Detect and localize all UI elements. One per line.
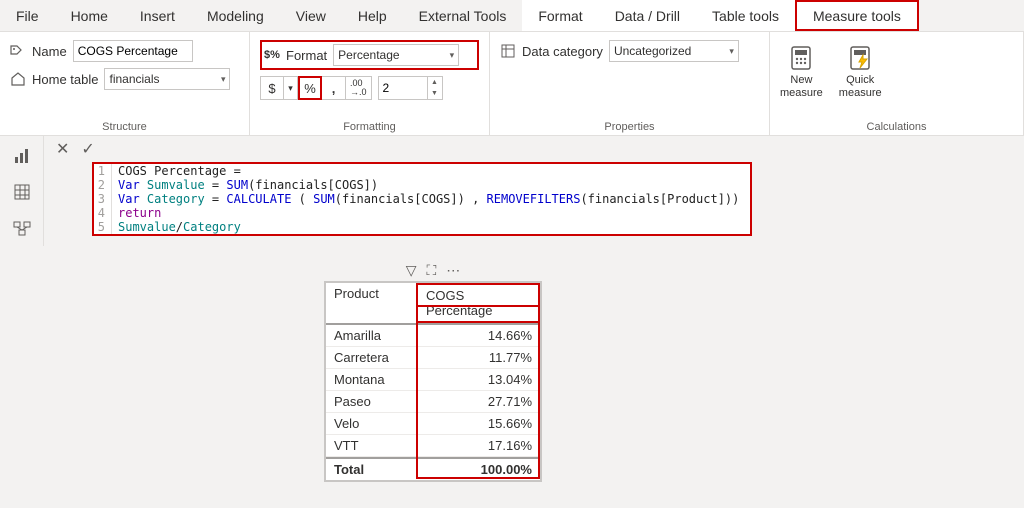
view-switcher xyxy=(0,136,44,246)
data-category-select[interactable]: Uncategorized xyxy=(609,40,739,62)
column-header-cogs-pct[interactable]: COGS Percentage xyxy=(416,283,540,323)
tab-file[interactable]: File xyxy=(0,0,55,31)
cell-pct: 17.16% xyxy=(416,435,540,456)
cell-pct: 11.77% xyxy=(416,347,540,368)
visual-toolbar: ▽ ⛶ ⋯ xyxy=(324,262,542,279)
group-label-properties: Properties xyxy=(500,117,759,133)
table-header-row: Product COGS Percentage xyxy=(326,283,540,325)
group-properties: Data category Uncategorized Properties xyxy=(490,32,770,135)
editor-area: ✕ ✓ 1COGS Percentage = 2Var Sumvalue = S… xyxy=(0,136,1024,246)
table-row: Montana13.04% xyxy=(326,369,540,391)
focus-mode-icon[interactable]: ⛶ xyxy=(426,262,436,279)
decimals-spinner[interactable]: ▲▼ xyxy=(378,76,443,100)
currency-button[interactable]: $ xyxy=(260,76,284,100)
table-row: Carretera11.77% xyxy=(326,347,540,369)
name-input[interactable] xyxy=(73,40,193,62)
tab-table-tools[interactable]: Table tools xyxy=(696,0,795,31)
name-label: Name xyxy=(32,44,67,59)
tab-insert[interactable]: Insert xyxy=(124,0,191,31)
tab-home[interactable]: Home xyxy=(55,0,124,31)
currency-dropdown[interactable]: ▾ xyxy=(284,76,298,100)
data-view-button[interactable] xyxy=(10,180,34,204)
tab-view[interactable]: View xyxy=(280,0,342,31)
home-table-select[interactable]: financials xyxy=(104,68,230,90)
cell-pct: 13.04% xyxy=(416,369,540,390)
line-number: 3 xyxy=(94,192,112,206)
cell-pct: 15.66% xyxy=(416,413,540,434)
tab-external-tools[interactable]: External Tools xyxy=(403,0,523,31)
report-view-button[interactable] xyxy=(10,144,34,168)
group-label-structure: Structure xyxy=(10,117,239,133)
table-row: Amarilla14.66% xyxy=(326,325,540,347)
formula-editor[interactable]: 1COGS Percentage = 2Var Sumvalue = SUM(f… xyxy=(92,162,752,236)
cell-product: Carretera xyxy=(326,347,416,368)
formula-commit-button[interactable]: ✓ xyxy=(81,139,94,159)
cell-pct: 14.66% xyxy=(416,325,540,346)
formula-zone: ✕ ✓ 1COGS Percentage = 2Var Sumvalue = S… xyxy=(44,136,1024,246)
format-label: Format xyxy=(286,48,327,63)
decimals-icon: .00→.0 xyxy=(346,76,372,100)
quick-measure-label: Quick measure xyxy=(839,74,882,100)
name-icon xyxy=(10,43,26,59)
line-number: 4 xyxy=(94,206,112,220)
line-number: 5 xyxy=(94,220,112,234)
line-number: 2 xyxy=(94,178,112,192)
quick-measure-button[interactable]: Quick measure xyxy=(839,44,882,100)
table-row: Paseo27.71% xyxy=(326,391,540,413)
table-visual-container: ▽ ⛶ ⋯ Product COGS Percentage Amarilla14… xyxy=(324,262,542,482)
data-category-label: Data category xyxy=(522,44,603,59)
cell-product: Amarilla xyxy=(326,325,416,346)
tab-help[interactable]: Help xyxy=(342,0,403,31)
table-row: VTT17.16% xyxy=(326,435,540,457)
more-options-icon[interactable]: ⋯ xyxy=(446,262,460,279)
cell-product: VTT xyxy=(326,435,416,456)
group-calculations: New measure Quick measure Calculations xyxy=(770,32,1024,135)
cell-product: Velo xyxy=(326,413,416,434)
format-select[interactable]: Percentage xyxy=(333,44,459,66)
cell-pct: 27.71% xyxy=(416,391,540,412)
tab-measure-tools[interactable]: Measure tools xyxy=(795,0,919,31)
cell-product: Paseo xyxy=(326,391,416,412)
cell-total-label: Total xyxy=(326,459,416,480)
ribbon-body: Name Home table financials Structure $% … xyxy=(0,32,1024,136)
group-structure: Name Home table financials Structure xyxy=(0,32,250,135)
table-row: Velo15.66% xyxy=(326,413,540,435)
home-table-label: Home table xyxy=(32,72,98,87)
table-total-row: Total100.00% xyxy=(326,457,540,480)
tab-format[interactable]: Format xyxy=(522,0,598,31)
cell-total-value: 100.00% xyxy=(416,459,540,480)
tab-modeling[interactable]: Modeling xyxy=(191,0,280,31)
percent-button[interactable]: % xyxy=(298,76,322,100)
quick-measure-icon xyxy=(846,44,874,72)
filter-icon[interactable]: ▽ xyxy=(406,262,417,279)
new-measure-label: New measure xyxy=(780,74,823,100)
cell-product: Montana xyxy=(326,369,416,390)
home-table-icon xyxy=(10,71,26,87)
group-label-formatting: Formatting xyxy=(260,117,479,133)
tab-data-drill[interactable]: Data / Drill xyxy=(599,0,696,31)
new-measure-button[interactable]: New measure xyxy=(780,44,823,100)
column-header-product[interactable]: Product xyxy=(326,283,416,323)
calculator-icon xyxy=(787,44,815,72)
ribbon-tabs: File Home Insert Modeling View Help Exte… xyxy=(0,0,1024,32)
thousands-button[interactable]: , xyxy=(322,76,346,100)
data-category-icon xyxy=(500,43,516,59)
formula-cancel-button[interactable]: ✕ xyxy=(56,139,69,159)
group-label-calculations: Calculations xyxy=(780,117,1013,133)
format-icon: $% xyxy=(264,47,280,63)
table-visual[interactable]: Product COGS Percentage Amarilla14.66% C… xyxy=(324,281,542,482)
decimals-input[interactable] xyxy=(378,76,428,100)
line-number: 1 xyxy=(94,164,112,178)
group-formatting: $% Format Percentage $ ▾ % , .00→.0 ▲▼ F… xyxy=(250,32,490,135)
model-view-button[interactable] xyxy=(10,216,34,240)
